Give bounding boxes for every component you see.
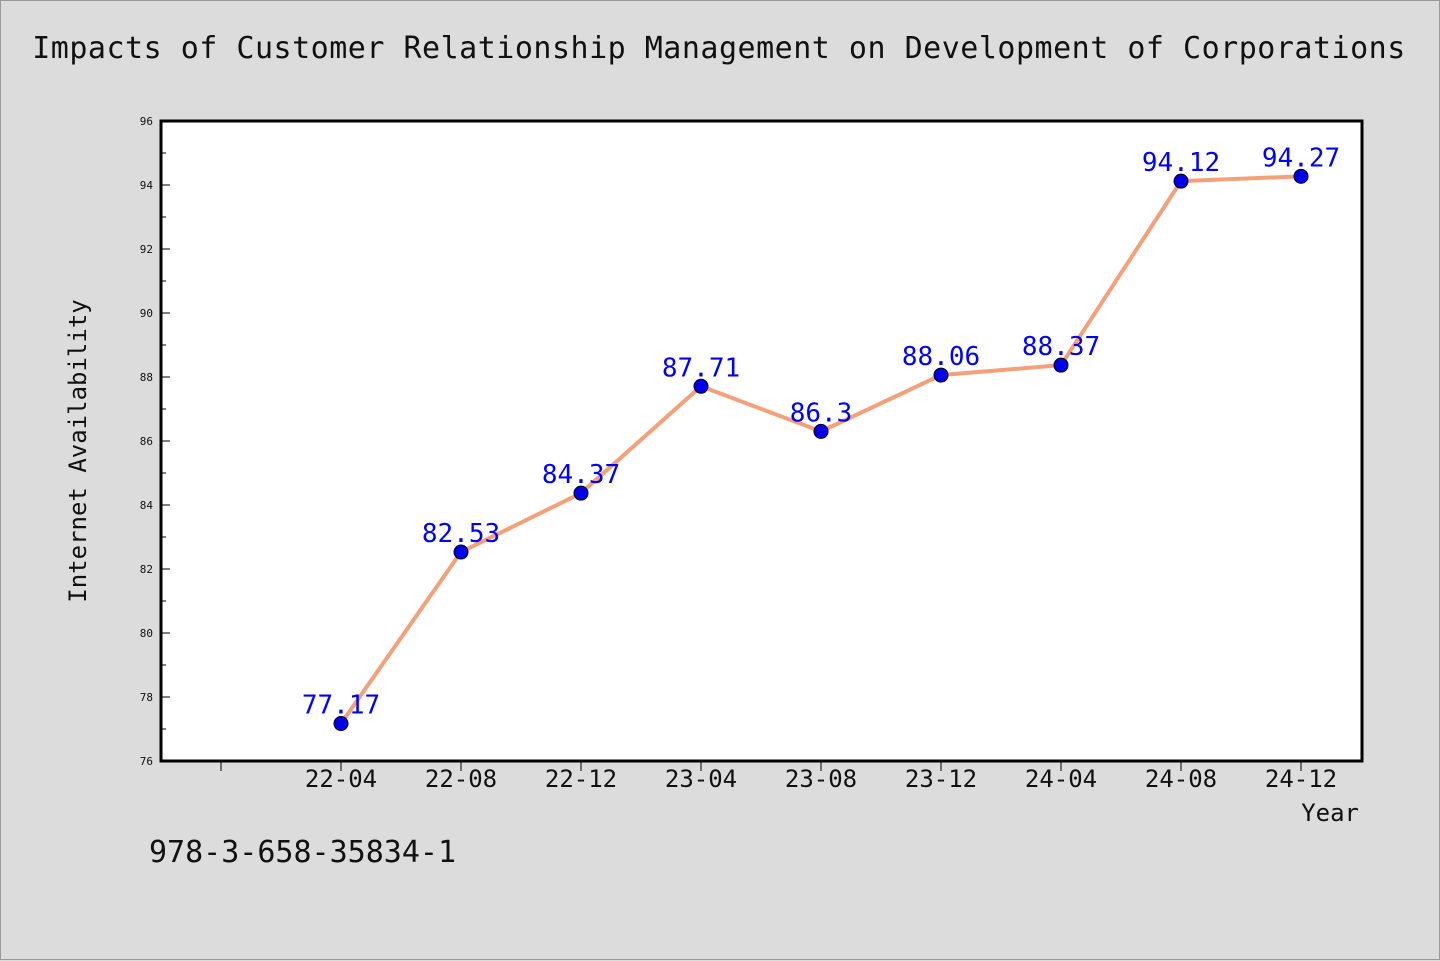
y-tick-label: 88 — [140, 371, 153, 384]
data-label: 94.27 — [1262, 143, 1340, 173]
x-tick-label: 24-12 — [1265, 765, 1337, 793]
y-tick-label: 84 — [140, 499, 154, 512]
y-tick-label: 86 — [140, 435, 153, 448]
y-tick-label: 90 — [140, 307, 153, 320]
data-label: 84.37 — [542, 460, 620, 490]
y-tick-label: 80 — [140, 627, 153, 640]
chart-title: Impacts of Customer Relationship Managem… — [32, 31, 1406, 66]
y-tick-label: 76 — [140, 755, 153, 768]
x-tick-label: 23-08 — [785, 765, 857, 793]
data-point — [933, 367, 949, 383]
x-tick-label: 24-04 — [1025, 765, 1097, 793]
footer-code: 978-3-658-35834-1 — [149, 835, 457, 870]
data-point — [813, 423, 829, 439]
data-label: 88.37 — [1022, 332, 1100, 362]
y-tick-label: 94 — [140, 179, 154, 192]
x-tick-label: 22-08 — [425, 765, 497, 793]
x-tick-label: 24-08 — [1145, 765, 1217, 793]
x-axis: 22-04 22-08 22-12 23-04 23-08 23-12 24-04 24-08… — [220, 761, 1337, 793]
data-point — [333, 716, 349, 732]
x-tick-label: 23-04 — [665, 765, 737, 793]
data-point — [1053, 357, 1069, 373]
y-tick-label: 82 — [140, 563, 153, 576]
data-point — [573, 485, 589, 501]
series-layer: 77.17 82.53 84.37 87.71 86.3 88.06 88.37 94.12 9… — [302, 143, 1340, 732]
x-tick-label: 23-12 — [905, 765, 977, 793]
y-tick-label: 96 — [140, 115, 153, 128]
data-label: 94.12 — [1142, 148, 1220, 178]
data-point — [1173, 173, 1189, 189]
y-tick-label: 92 — [140, 243, 153, 256]
data-label: 77.17 — [302, 691, 380, 721]
y-tick-label: 78 — [140, 691, 153, 704]
x-axis-label: Year — [1301, 799, 1359, 827]
y-axis: 76 78 80 82 84 86 88 90 92 94 96 — [140, 115, 170, 768]
y-axis-label: Internet Availability — [64, 299, 92, 602]
data-label: 86.3 — [790, 398, 853, 428]
x-tick-label: 22-12 — [545, 765, 617, 793]
data-point — [1293, 168, 1309, 184]
data-label: 88.06 — [902, 342, 980, 372]
data-label: 87.71 — [662, 353, 740, 383]
data-label: 82.53 — [422, 519, 500, 549]
data-point — [453, 544, 469, 560]
x-tick-label: 22-04 — [305, 765, 377, 793]
plot-area — [159, 119, 1364, 763]
data-point — [693, 378, 709, 394]
